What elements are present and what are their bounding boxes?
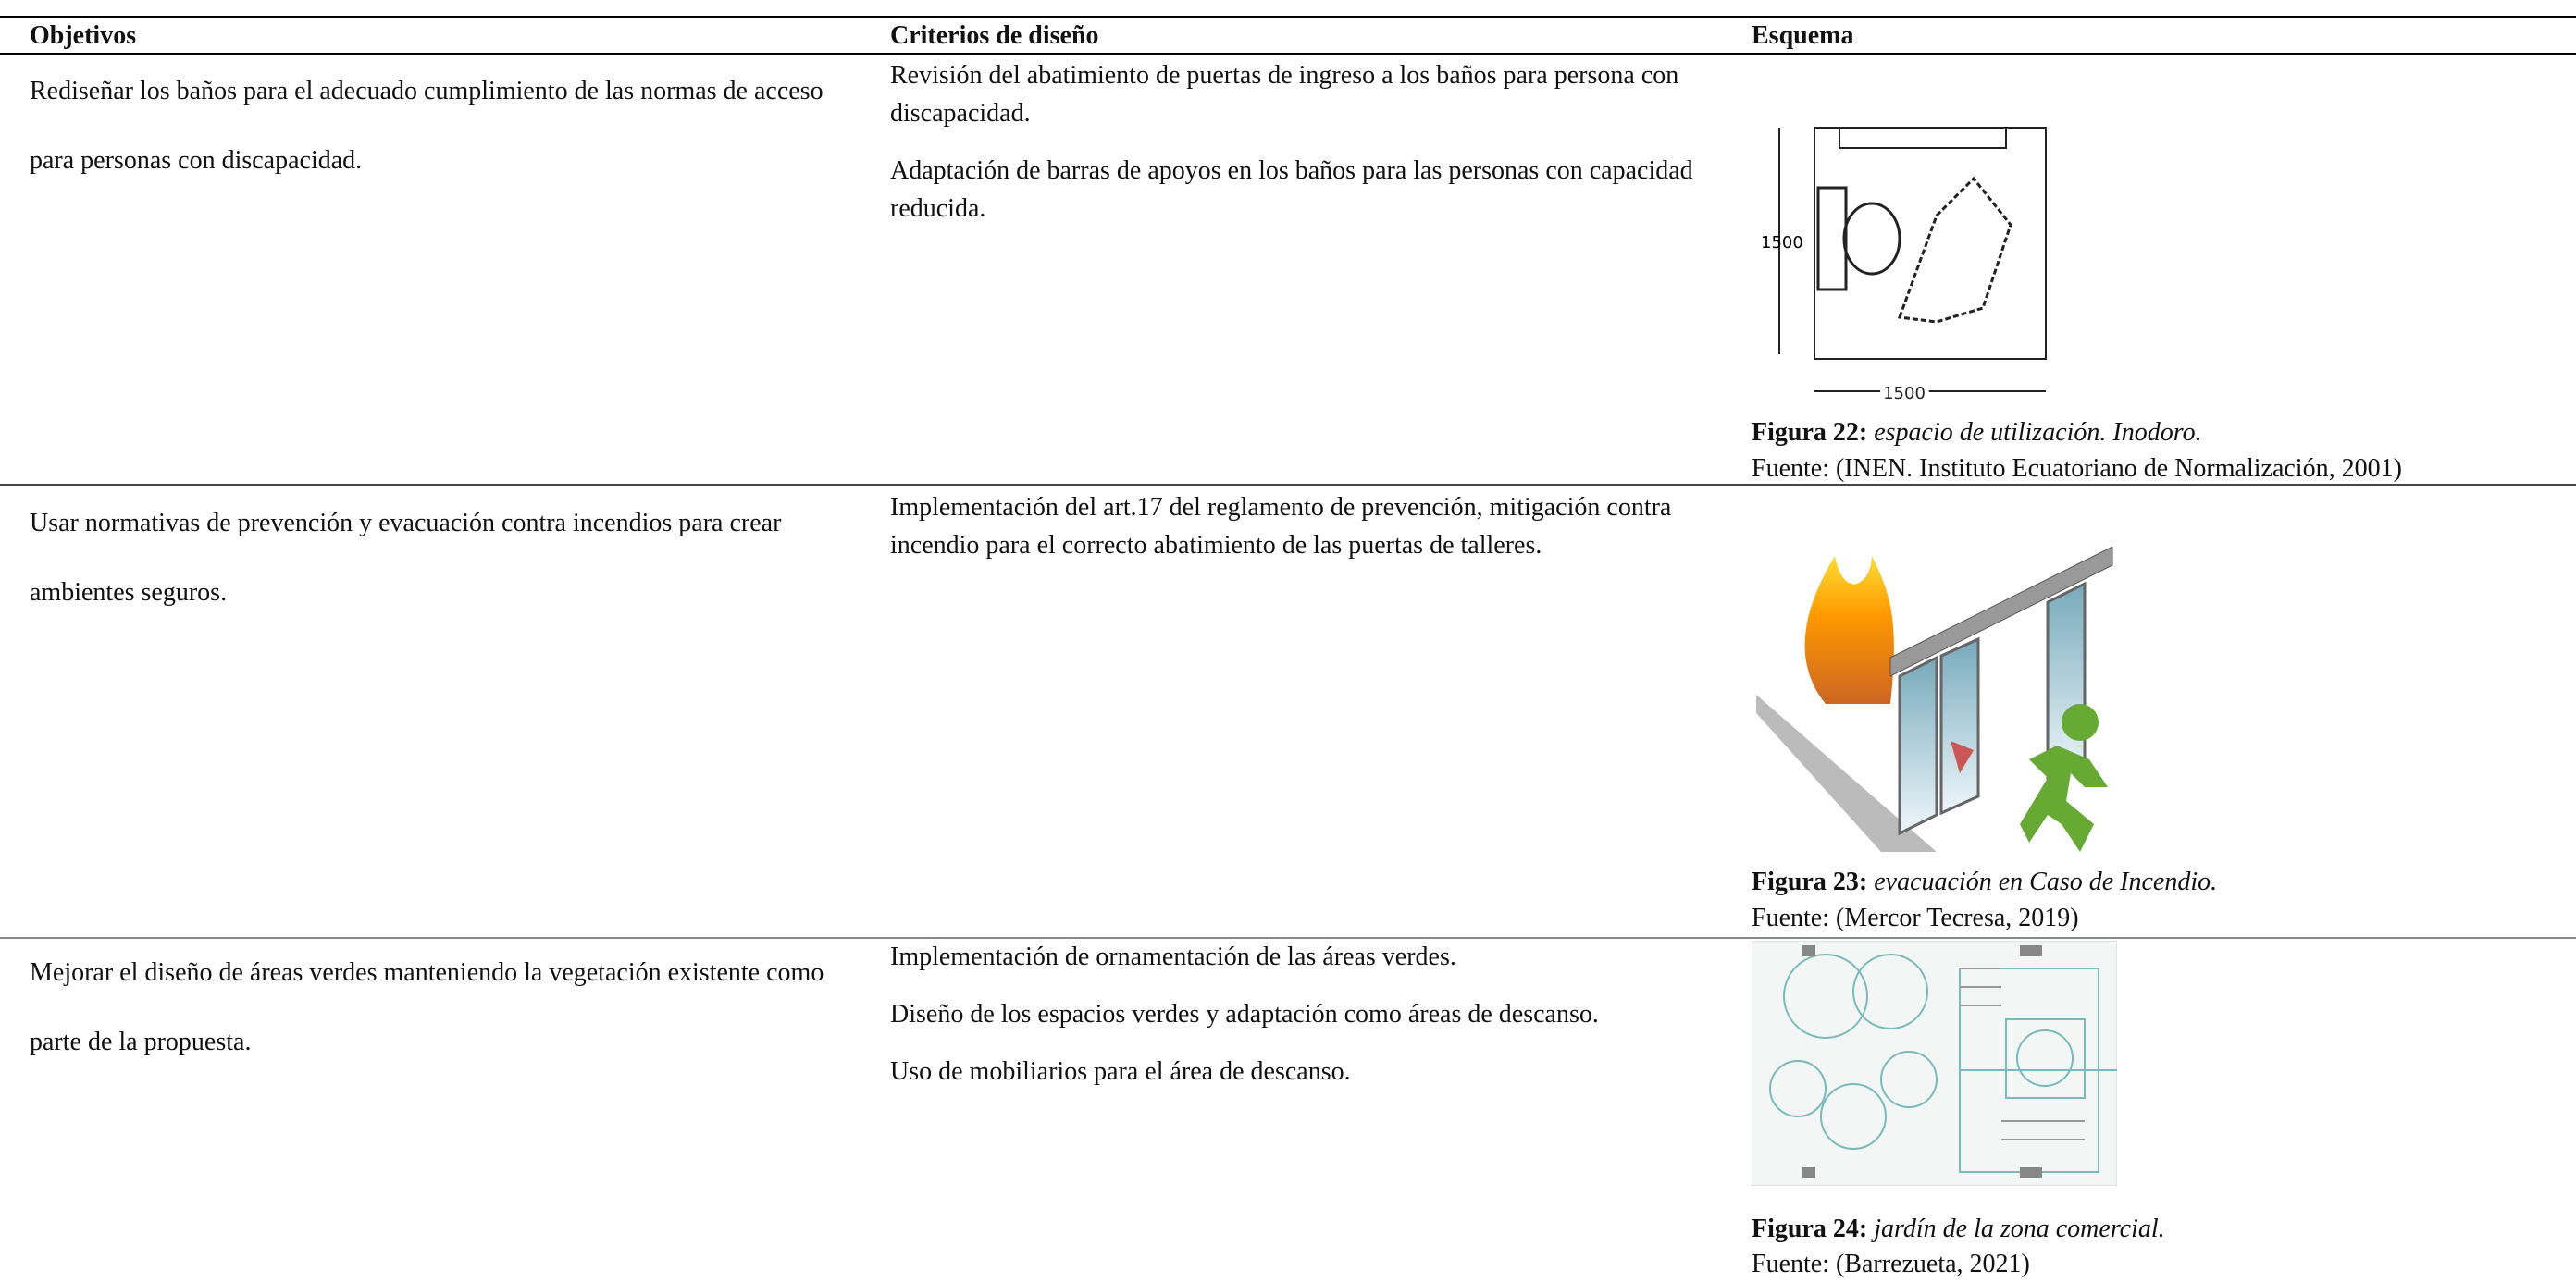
objective: Usar normativas de prevención y evacuaci… — [30, 509, 782, 607]
objective: Rediseñar los baños para el adecuado cum… — [30, 77, 824, 175]
criteria: Implementación del art.17 del reglamento… — [890, 488, 1723, 584]
header: Criterios de diseño — [890, 21, 1099, 50]
figure-source: Fuente: (Mercor Tecresa, 2019) — [1752, 904, 2079, 932]
figure-title: jardín de la zona comercial. — [1874, 1214, 2165, 1243]
figure-caption: Figura 23: evacuación en Caso de Incendi… — [1752, 864, 2217, 900]
figure-caption: Figura 24: jardín de la zona comercial. — [1752, 1211, 2165, 1247]
rule — [0, 937, 2576, 939]
fire-evacuation — [1756, 547, 2113, 852]
figure-label: Figura 22: — [1752, 418, 1868, 447]
figure-caption: Figura 22: espacio de utilización. Inodo… — [1752, 414, 2202, 450]
figure-source: Fuente: (INEN. Instituto Ecuatoriano de … — [1752, 454, 2402, 483]
header: Objetivos — [30, 21, 137, 50]
criterion: Adaptación de barras de apoyos en los ba… — [890, 156, 1693, 223]
garden-plan — [1752, 941, 2117, 1186]
header: Esquema — [1752, 21, 1854, 50]
criterion: Diseño de los espacios verdes y adaptaci… — [890, 1000, 1599, 1029]
criteria: Implementación de ornamentación de las á… — [890, 938, 1723, 1110]
toilet-plan: 1500 1500 — [1761, 127, 2047, 408]
rule — [0, 53, 2576, 55]
figure-title: evacuación en Caso de Incendio. — [1874, 868, 2218, 896]
figure-source: Fuente: (Barrezueta, 2021) — [1752, 1250, 2030, 1278]
criteria: Revisión del abatimiento de puertas de i… — [890, 56, 1723, 247]
criterion: Implementación de ornamentación de las á… — [890, 943, 1456, 971]
rule — [0, 16, 2576, 18]
objective: Mejorar el diseño de áreas verdes manten… — [30, 958, 824, 1056]
criterion: Revisión del abatimiento de puertas de i… — [890, 61, 1679, 128]
criterion: Uso de mobiliarios para el área de desca… — [890, 1057, 1351, 1086]
criterion: Implementación del art.17 del reglamento… — [890, 493, 1672, 560]
dimension: 1500 — [1761, 233, 1803, 253]
rule — [0, 484, 2576, 486]
figure-label: Figura 24: — [1752, 1214, 1868, 1243]
figure-title: espacio de utilización. Inodoro. — [1874, 418, 2202, 447]
figure-label: Figura 23: — [1752, 868, 1868, 896]
dimension: 1500 — [1883, 384, 1926, 403]
